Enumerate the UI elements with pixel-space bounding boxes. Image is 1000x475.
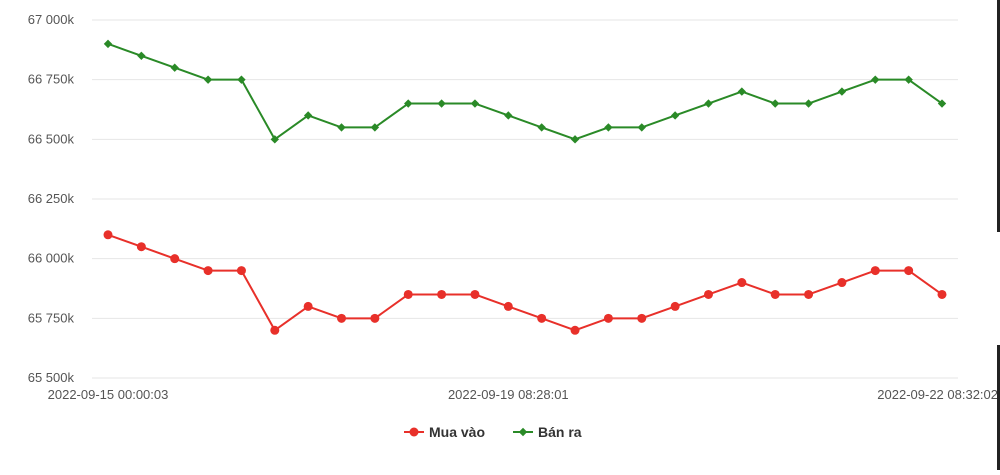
data-point[interactable] (904, 266, 914, 276)
x-axis: 2022-09-15 00:00:03 2022-09-19 08:28:01 20… (48, 387, 998, 402)
data-point[interactable] (203, 266, 213, 276)
series-group (103, 39, 947, 335)
legend-label: Bán ra (538, 424, 582, 440)
series-line (107, 233, 943, 332)
y-tick-label: 66 000k (28, 251, 75, 266)
data-point[interactable] (837, 87, 847, 96)
y-tick-label: 65 750k (28, 310, 75, 325)
legend-label: Mua vào (429, 424, 485, 440)
data-point[interactable] (737, 87, 747, 96)
data-point[interactable] (170, 63, 179, 72)
data-point[interactable] (537, 123, 546, 132)
data-point[interactable] (270, 325, 280, 335)
data-point[interactable] (403, 289, 413, 299)
data-point[interactable] (470, 289, 480, 299)
data-point[interactable] (670, 111, 680, 120)
x-tick-label: 2022-09-15 00:00:03 (48, 387, 169, 402)
data-point[interactable] (537, 313, 547, 323)
data-point[interactable] (771, 99, 780, 108)
data-point[interactable] (337, 123, 346, 132)
data-point[interactable] (103, 39, 113, 49)
data-point[interactable] (703, 289, 713, 299)
data-point[interactable] (136, 242, 146, 252)
data-point[interactable] (170, 254, 180, 264)
data-point[interactable] (437, 289, 447, 299)
data-point[interactable] (704, 99, 713, 108)
data-point[interactable] (137, 51, 146, 60)
data-point[interactable] (570, 135, 580, 144)
data-point[interactable] (604, 123, 613, 132)
data-point[interactable] (404, 99, 413, 108)
data-point[interactable] (937, 289, 947, 299)
legend-item-sell[interactable]: Bán ra (513, 424, 582, 440)
y-tick-label: 67 000k (28, 12, 75, 27)
data-point[interactable] (871, 75, 880, 84)
data-point[interactable] (904, 75, 913, 84)
legend: Mua vào Bán ra (404, 424, 582, 440)
data-point[interactable] (470, 99, 480, 108)
y-tick-label: 66 750k (28, 72, 75, 87)
data-point[interactable] (303, 111, 313, 120)
data-point[interactable] (236, 266, 246, 276)
data-point[interactable] (603, 313, 613, 323)
data-point[interactable] (637, 123, 646, 132)
data-point[interactable] (837, 278, 847, 288)
series-sell (103, 39, 947, 144)
data-point[interactable] (270, 135, 279, 144)
data-point[interactable] (770, 289, 780, 299)
grid-lines (92, 19, 958, 379)
data-point[interactable] (437, 99, 446, 108)
y-tick-label: 66 250k (28, 191, 75, 206)
edge-marker-bottom (997, 345, 1000, 470)
data-point[interactable] (637, 313, 647, 323)
data-point[interactable] (337, 313, 347, 323)
data-point[interactable] (370, 313, 380, 323)
series-line (107, 42, 943, 141)
data-point[interactable] (303, 301, 313, 311)
legend-item-buy[interactable]: Mua vào (404, 424, 485, 440)
data-point[interactable] (203, 75, 213, 84)
data-point[interactable] (804, 289, 814, 299)
x-tick-label: 2022-09-22 08:32:02 (877, 387, 998, 402)
legend-marker (409, 427, 419, 437)
data-point[interactable] (670, 301, 680, 311)
legend-marker (518, 427, 528, 437)
data-point[interactable] (737, 278, 747, 288)
series-buy (103, 230, 947, 335)
data-point[interactable] (503, 301, 513, 311)
y-tick-label: 66 500k (28, 131, 75, 146)
data-point[interactable] (937, 99, 947, 108)
edge-marker-top (997, 0, 1000, 232)
data-point[interactable] (570, 325, 580, 335)
data-point[interactable] (370, 123, 380, 132)
y-tick-label: 65 500k (28, 370, 75, 385)
data-point[interactable] (103, 230, 113, 240)
data-point[interactable] (237, 75, 246, 84)
x-tick-label: 2022-09-19 08:28:01 (448, 387, 569, 402)
y-axis: 65 500k 65 750k 66 000k 66 250k 66 500k 66 75… (28, 12, 75, 385)
data-point[interactable] (804, 99, 813, 108)
data-point[interactable] (870, 266, 880, 276)
data-point[interactable] (504, 111, 513, 120)
